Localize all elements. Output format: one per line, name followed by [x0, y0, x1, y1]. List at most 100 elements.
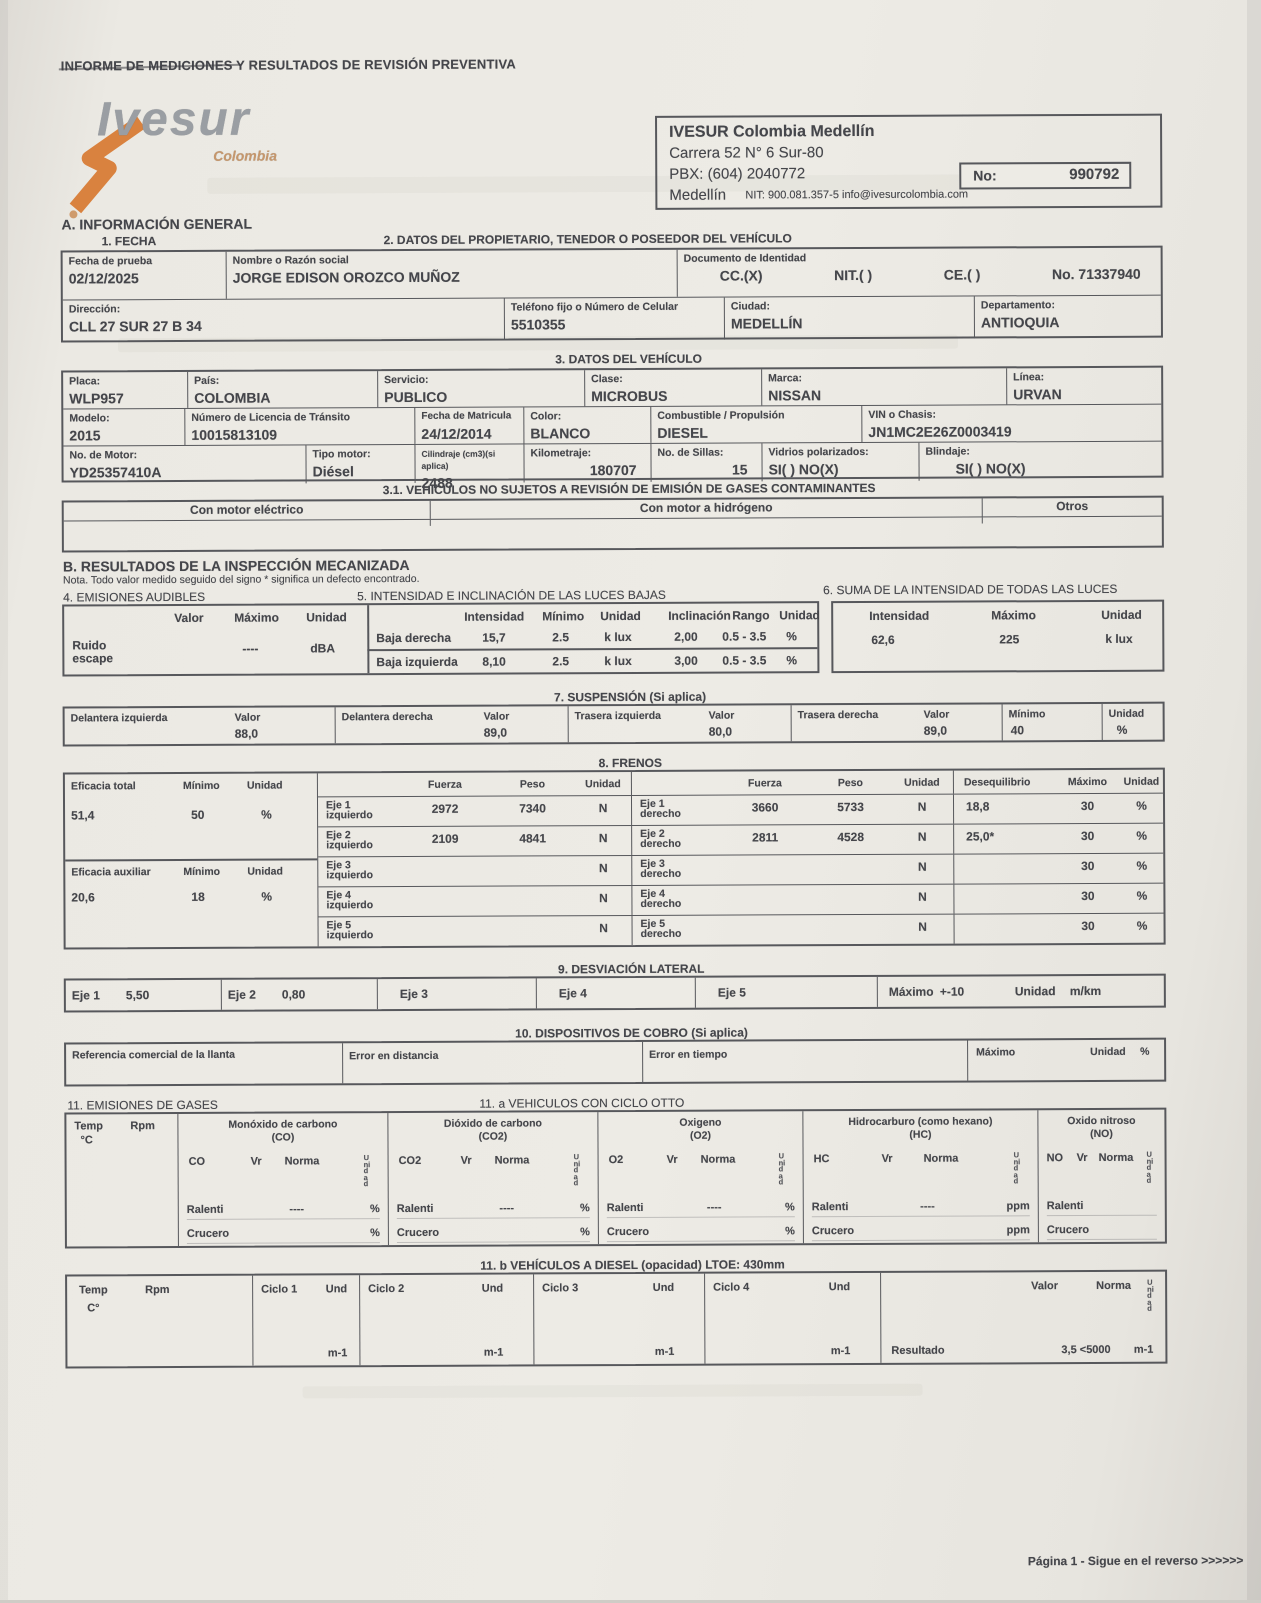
linea-cell: Línea:URVAN	[1007, 368, 1161, 405]
ciclo-unit-value: m-1	[831, 1345, 851, 1357]
crucero-label: Crucero	[812, 1225, 854, 1237]
frenos-h-unidad-der: Unidad	[891, 771, 954, 794]
ralenti-value: ----	[433, 1202, 580, 1215]
eje-side: derecho	[640, 839, 720, 849]
frenos-h-unidad-izq: Unidad	[575, 772, 632, 795]
modelo-cell: Modelo:2015	[63, 409, 185, 446]
norma-label: Norma	[1096, 1280, 1131, 1292]
peso-der: 5733	[810, 795, 891, 824]
documento-nit: NIT.( )	[834, 267, 872, 284]
luces-h-intensidad: Intensidad	[464, 609, 524, 623]
und-label: Und	[326, 1283, 347, 1295]
group-name: Oxido nitroso	[1067, 1115, 1135, 1127]
susp-unidad-value: %	[1117, 723, 1128, 737]
unidad-der: N	[891, 885, 954, 914]
ralenti-unit: ppm	[1007, 1200, 1030, 1212]
und-label: Und	[829, 1281, 850, 1293]
eficacia-total-min-label: Mínimo	[183, 780, 220, 792]
suma-h-unidad: Unidad	[1101, 608, 1142, 622]
unidad-vertical: Unidad	[1147, 1152, 1155, 1185]
section-2-header: 2. DATOS DEL PROPIETARIO, TENEDOR O POSE…	[384, 231, 792, 247]
ciudad-label: Ciudad:	[731, 300, 968, 313]
fuerza-izq	[400, 887, 490, 916]
marca-cell: Marca:NISSAN	[762, 368, 1007, 405]
page-footer: Página 1 - Sigue en el reverso >>>>>>	[743, 1553, 1243, 1569]
matricula-value: 24/12/2014	[421, 425, 517, 442]
direccion-label: Dirección:	[69, 302, 498, 316]
telefono-label: Teléfono fijo o Número de Celular	[511, 301, 718, 314]
owner-data-table: Fecha de prueba 02/12/2025 Nombre o Razó…	[61, 246, 1163, 343]
susp-tl-value: 80,0	[709, 725, 732, 739]
audibles-h-maximo: Máximo	[234, 611, 279, 625]
resultado-unidad-value: m-1	[1134, 1344, 1154, 1356]
section-4-title: 4. EMISIONES AUDIBLES	[63, 590, 205, 605]
peso-der	[810, 855, 891, 884]
ralenti-label: Ralenti	[397, 1202, 434, 1214]
ralenti-unit: %	[785, 1201, 795, 1213]
luces-h-unidad2: Unidad	[779, 608, 820, 622]
vidrios-cell: Vidrios polarizados:SI( ) NO(X)	[762, 443, 919, 482]
eje-side: izquierdo	[326, 900, 400, 910]
temp-unit: C°	[87, 1302, 99, 1314]
peso-izq	[490, 856, 575, 885]
color-label: Color:	[530, 410, 644, 422]
motor-electrico-col: Con motor eléctrico	[64, 501, 431, 521]
pais-value: COLOMBIA	[194, 389, 371, 407]
suma-h-maximo: Máximo	[991, 608, 1036, 622]
fecha-prueba-cell: Fecha de prueba 02/12/2025	[63, 252, 227, 300]
report-number-box: No: 990792	[959, 162, 1131, 190]
unidad-vertical: Unidad	[574, 1154, 582, 1187]
fecha-prueba-value: 02/12/2025	[69, 270, 220, 288]
section-b-note: Nota. Todo valor medido seguido del sign…	[63, 573, 420, 587]
documento-numero: No. 71337940	[1052, 266, 1141, 283]
unidad-der: N	[891, 855, 954, 884]
ralenti-unit: %	[370, 1203, 380, 1215]
susp-dl-valor-label: Valor	[235, 712, 261, 724]
fuerza-der	[720, 885, 810, 914]
eficacia-aux-label: Eficacia auxiliar	[71, 866, 150, 878]
susp-td-valor-label: Valor	[924, 709, 950, 721]
eficacia-total-label: Eficacia total	[71, 780, 136, 792]
eficacia-total-unit: %	[261, 808, 272, 822]
diesel-ciclo2-col: Ciclo 2 Und m-1	[360, 1274, 534, 1365]
susp-tl-valor-label: Valor	[709, 710, 735, 722]
vr-label: Vr	[1077, 1152, 1088, 1164]
crucero-value	[229, 1233, 370, 1234]
baja-derecha-inclinacion: 2,00	[674, 630, 697, 644]
motor-electrico-value	[64, 520, 431, 528]
gas-label: NO	[1047, 1152, 1064, 1164]
motor-hidrogeno-value	[431, 517, 983, 525]
suma-h-intensidad: Intensidad	[869, 609, 929, 623]
crucero-unit: %	[370, 1227, 380, 1239]
susp-dl-value: 88,0	[235, 727, 258, 741]
ralenti-value: ----	[223, 1203, 370, 1216]
servicio-label: Servicio:	[384, 373, 578, 386]
desviacion-eje1: Eje 1 5,50	[66, 980, 222, 1011]
maximo: 30	[1055, 854, 1120, 883]
luces-h-inclinacion: Inclinación	[668, 609, 731, 623]
maximo: 30	[1055, 884, 1120, 913]
divider	[65, 858, 317, 861]
baja-derecha-label: Baja derecha	[376, 631, 451, 645]
group-name: Oxigeno	[679, 1117, 721, 1129]
susp-td-label: Trasera derecha	[798, 709, 879, 721]
cobro-tiempo-cell: Error en tiempo	[643, 1041, 968, 1082]
gases-hc-group: Hidrocarburo (como hexano)(HC) HC Vr Nor…	[803, 1110, 1039, 1243]
desequilibrio: 25,0*	[954, 824, 1055, 853]
susp-dl-label: Delantera izquierda	[71, 712, 168, 724]
motor-hidrogeno-col: Con motor a hidrógeno	[431, 498, 983, 518]
ralenti-label: Ralenti	[187, 1203, 224, 1215]
frenos-h-fuerza-izq: Fuerza	[400, 778, 490, 790]
suma-maximo: 225	[999, 632, 1019, 646]
report-number-label: No:	[973, 167, 996, 183]
peso-izq	[491, 916, 576, 945]
vehicle-data-table: Placa:WLP957 País:COLOMBIA Servicio:PUBL…	[61, 366, 1163, 483]
placa-label: Placa:	[69, 375, 181, 387]
telefono-cell: Teléfono fijo o Número de Celular 551035…	[505, 298, 725, 341]
tipo-motor-label: Tipo motor:	[312, 448, 408, 460]
frenos-h-unidad2: Unidad	[1120, 775, 1163, 787]
unidad: %	[1121, 914, 1164, 943]
